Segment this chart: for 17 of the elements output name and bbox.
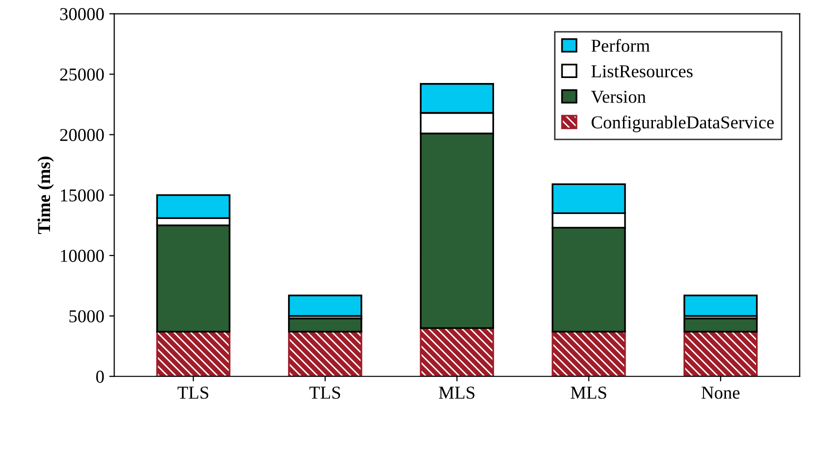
x-tick-label: None xyxy=(702,386,740,399)
y-tick-label: 5000 xyxy=(69,310,104,322)
legend-label: ListResources xyxy=(591,65,693,78)
y-tick-label: 15000 xyxy=(60,189,104,202)
x-tick-label: TLS xyxy=(178,386,208,399)
y-tick-label: 0 xyxy=(96,370,104,383)
legend-label: Perform xyxy=(591,38,650,52)
legend-label: Version xyxy=(591,90,646,103)
y-tick-label: 25000 xyxy=(60,68,104,81)
y-axis-title: Time (ms) xyxy=(37,156,54,234)
x-tick-label: TLS xyxy=(309,386,340,399)
y-tick-label: 30000 xyxy=(60,8,104,20)
y-tick-label: 10000 xyxy=(60,250,104,262)
legend-label: ConfigurableDataService xyxy=(592,116,774,132)
y-tick-label: 20000 xyxy=(60,128,104,142)
x-tick-label: MLS xyxy=(570,386,606,399)
x-tick-label: MLS xyxy=(438,386,474,399)
